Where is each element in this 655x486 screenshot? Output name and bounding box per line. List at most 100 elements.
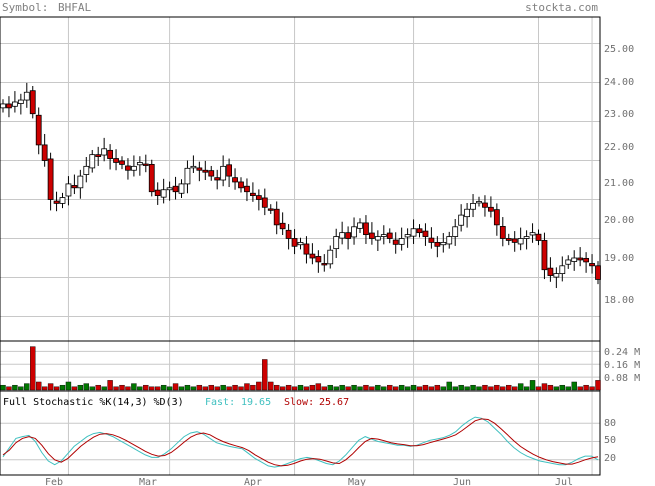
candle-body [47, 158, 54, 200]
volume-bar [89, 386, 95, 391]
volume-bar [327, 384, 333, 391]
stochastic-fast-label: Fast: [205, 397, 235, 408]
candle-body [446, 236, 453, 245]
volume-bar [232, 384, 238, 391]
stochastic-slow-label: Slow: [284, 397, 314, 408]
candle-body [565, 259, 572, 265]
candle-body [125, 165, 131, 171]
volume-bar [178, 386, 185, 391]
volume-bar [59, 384, 66, 391]
volume-bar [315, 383, 322, 391]
candle-body [130, 165, 137, 171]
candle-body [95, 154, 102, 157]
candle-body [136, 162, 143, 166]
candle-body [589, 263, 595, 267]
candle-body [249, 192, 256, 196]
volume-bar [36, 381, 42, 391]
volume-bar [375, 384, 381, 391]
volume-bar [95, 384, 101, 391]
volume-bar [494, 384, 500, 391]
volume-bar [285, 384, 292, 391]
month-label: Jun [453, 477, 471, 486]
stochastic-axis: 80 50 20 [604, 418, 616, 464]
candle-body [327, 249, 334, 265]
candle-body [297, 241, 304, 246]
volume-bar [107, 380, 113, 391]
candle-body [279, 222, 286, 230]
candle-body [339, 232, 346, 239]
volume-bar [422, 384, 429, 391]
candle-body [404, 234, 411, 238]
candle-body [452, 226, 459, 237]
volume-bar [131, 383, 137, 391]
volume-bar [113, 386, 119, 391]
candle-body [559, 265, 566, 274]
volume-bar [416, 386, 423, 391]
candle-body [458, 214, 465, 226]
volume-bar [577, 386, 583, 391]
volume-bar [470, 384, 476, 391]
volume-bar [137, 386, 143, 391]
volume-bar [535, 386, 542, 391]
candle-body [214, 177, 221, 181]
volume-bar [351, 384, 357, 391]
candle-body [101, 148, 108, 156]
volume-series [0, 346, 601, 391]
candle-body [154, 189, 161, 196]
volume-bar [476, 386, 482, 391]
price-tick-label: 19.00 [604, 253, 634, 264]
candle-body [422, 230, 429, 237]
volume-bar [208, 384, 214, 391]
stochastic-panel-frame [0, 390, 601, 476]
candle-body [392, 239, 399, 245]
symbol-value: BHFAL [58, 1, 91, 14]
candle-body [523, 236, 530, 239]
month-label: Mar [139, 477, 157, 486]
volume-bar [446, 381, 452, 391]
candle-body [440, 241, 447, 246]
price-tick-label: 18.00 [604, 295, 634, 306]
stochastic-series [2, 416, 599, 468]
volume-tick-label: 0.08 M [604, 373, 640, 384]
month-label: May [348, 477, 366, 486]
candle-body [476, 201, 482, 204]
volume-bar [262, 359, 268, 391]
candle-body [53, 200, 60, 204]
volume-bar [291, 386, 298, 391]
candle-body [571, 257, 578, 262]
candle-body [333, 236, 340, 250]
volume-bar [506, 384, 512, 391]
volume-bar [500, 386, 506, 391]
volume-bar [404, 386, 411, 391]
volume-bar [65, 381, 72, 391]
candle-body [184, 167, 191, 185]
volume-bar [143, 384, 149, 391]
price-axis: 25.00 24.00 23.00 22.00 21.00 20.00 19.0… [604, 44, 634, 306]
candle-body [351, 226, 357, 238]
candle-body [166, 187, 173, 191]
volume-bar [458, 384, 464, 391]
candle-body [6, 103, 12, 109]
candle-body [315, 256, 322, 263]
candle-body [380, 234, 387, 237]
candle-body [577, 257, 584, 261]
stochastic-slow-value: 25.67 [319, 397, 349, 408]
stochastic-slow-line [2, 418, 599, 467]
volume-bar [363, 384, 369, 391]
candle-body [255, 195, 262, 200]
stochastic-tick-label: 50 [604, 435, 616, 446]
volume-bar [345, 386, 351, 391]
candle-body [220, 165, 227, 181]
candle-body [238, 181, 244, 189]
candle-body [273, 208, 280, 226]
candle-body [517, 238, 524, 245]
volume-bar [12, 384, 18, 391]
volume-bar [256, 381, 262, 391]
volume-bar [398, 384, 405, 391]
candle-body [107, 149, 113, 159]
candle-body [547, 267, 554, 276]
candle-body [583, 257, 589, 263]
volume-bar [268, 381, 274, 391]
month-label: Jul [555, 477, 573, 486]
candle-body [41, 144, 48, 161]
